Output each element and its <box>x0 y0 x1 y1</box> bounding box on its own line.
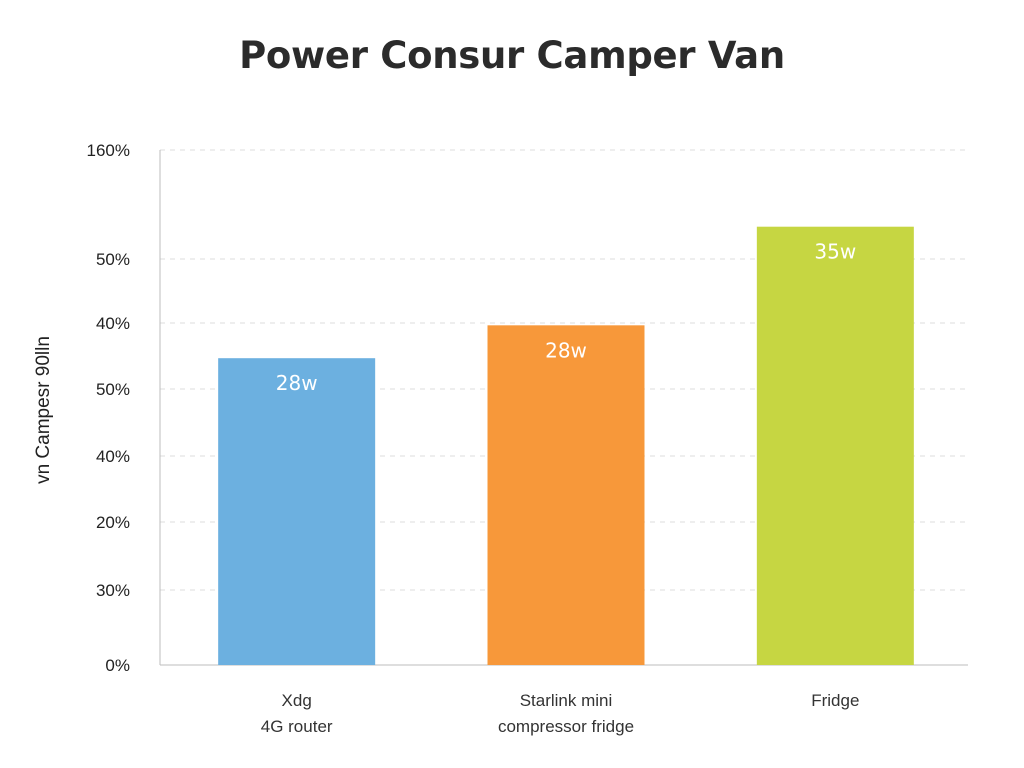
bar-value-label: 28w <box>276 371 318 395</box>
bar <box>756 226 914 665</box>
y-tick-label: 160% <box>87 141 130 160</box>
y-tick-label: 0% <box>105 656 130 675</box>
bar-value-label: 35w <box>814 240 856 264</box>
x-category-label-line: Fridge <box>811 691 860 710</box>
x-category-label-line: 4G router <box>260 717 333 736</box>
y-tick-label: 40% <box>96 447 130 466</box>
chart-title: Power Consur Camper Van <box>239 34 785 77</box>
x-category-label-line: Starlink mini <box>519 691 613 710</box>
y-tick-label: 50% <box>96 250 130 269</box>
x-category-label-line: compressor fridge <box>497 717 635 736</box>
x-category-label-line: Xdg <box>281 691 312 710</box>
x-category-label: Xdg 4G router <box>261 688 333 740</box>
y-tick-label: 50% <box>96 380 130 399</box>
y-tick-label: 20% <box>96 513 130 532</box>
x-category-label: Fridge <box>811 688 859 714</box>
bar <box>487 325 645 665</box>
bar <box>218 358 376 665</box>
bar-value-label: 28w <box>545 338 587 362</box>
x-category-label: Starlink mini compressor fridge <box>498 688 634 740</box>
y-tick-label: 30% <box>96 581 130 600</box>
y-tick-label: 40% <box>96 314 130 333</box>
